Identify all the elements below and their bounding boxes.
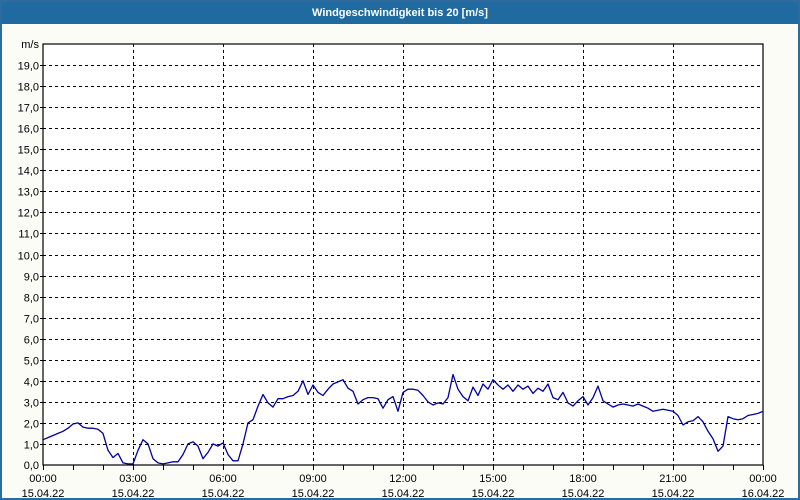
y-axis-unit-label: m/s: [21, 39, 39, 51]
x-tick-time-label: 21:00: [659, 473, 687, 485]
y-tick-label: 2,0: [24, 419, 39, 431]
x-tick-time-label: 12:00: [389, 473, 417, 485]
y-tick-label: 13,0: [18, 187, 39, 199]
y-tick-label: 10,0: [18, 251, 39, 263]
x-tick-date-label: 15.04.22: [112, 488, 155, 500]
x-tick-date-label: 15.04.22: [202, 488, 245, 500]
y-tick-label: 11,0: [18, 229, 39, 241]
x-tick-date-label: 15.04.22: [652, 488, 695, 500]
y-tick-label: 8,0: [24, 293, 39, 305]
x-tick-date-label: 16.04.22: [742, 488, 785, 500]
x-tick-time-label: 00:00: [29, 473, 57, 485]
y-tick-label: 9,0: [24, 272, 39, 284]
x-tick-time-label: 00:00: [749, 473, 777, 485]
y-tick-label: 16,0: [18, 124, 39, 136]
y-tick-label: 17,0: [18, 103, 39, 115]
x-tick-time-label: 06:00: [209, 473, 237, 485]
x-tick-date-label: 15.04.22: [292, 488, 335, 500]
x-tick-date-label: 15.04.22: [562, 488, 605, 500]
y-tick-label: 12,0: [18, 208, 39, 220]
y-tick-label: 15,0: [18, 145, 39, 157]
x-tick-date-label: 15.04.22: [382, 488, 425, 500]
y-tick-label: 3,0: [24, 398, 39, 410]
y-tick-label: 4,0: [24, 377, 39, 389]
x-tick-time-label: 09:00: [299, 473, 327, 485]
x-tick-time-label: 18:00: [569, 473, 597, 485]
y-tick-label: 6,0: [24, 335, 39, 347]
y-tick-label: 1,0: [24, 440, 39, 452]
y-tick-label: 0,0: [24, 460, 39, 472]
y-tick-label: 18,0: [18, 82, 39, 94]
wind-speed-line: [42, 373, 764, 465]
title-bar: Windgeschwindigkeit bis 20 [m/s]: [2, 2, 798, 24]
y-tick-label: 7,0: [24, 314, 39, 326]
x-tick-time-label: 15:00: [479, 473, 507, 485]
wind-speed-chart: 1,0 2,0 3,0 4,0 5,0 6,0 7,0 8,0 9,0 10,0 11,0 12,0 1…: [18, 39, 785, 500]
y-tick-label: 5,0: [24, 356, 39, 368]
y-tick-label: 19,0: [18, 61, 39, 73]
x-tick-date-label: 15.04.22: [472, 488, 515, 500]
y-tick-label: 14,0: [18, 166, 39, 178]
chart-title: Windgeschwindigkeit bis 20 [m/s]: [312, 7, 488, 19]
x-tick-date-label: 15.04.22: [22, 488, 65, 500]
x-tick-time-label: 03:00: [119, 473, 147, 485]
